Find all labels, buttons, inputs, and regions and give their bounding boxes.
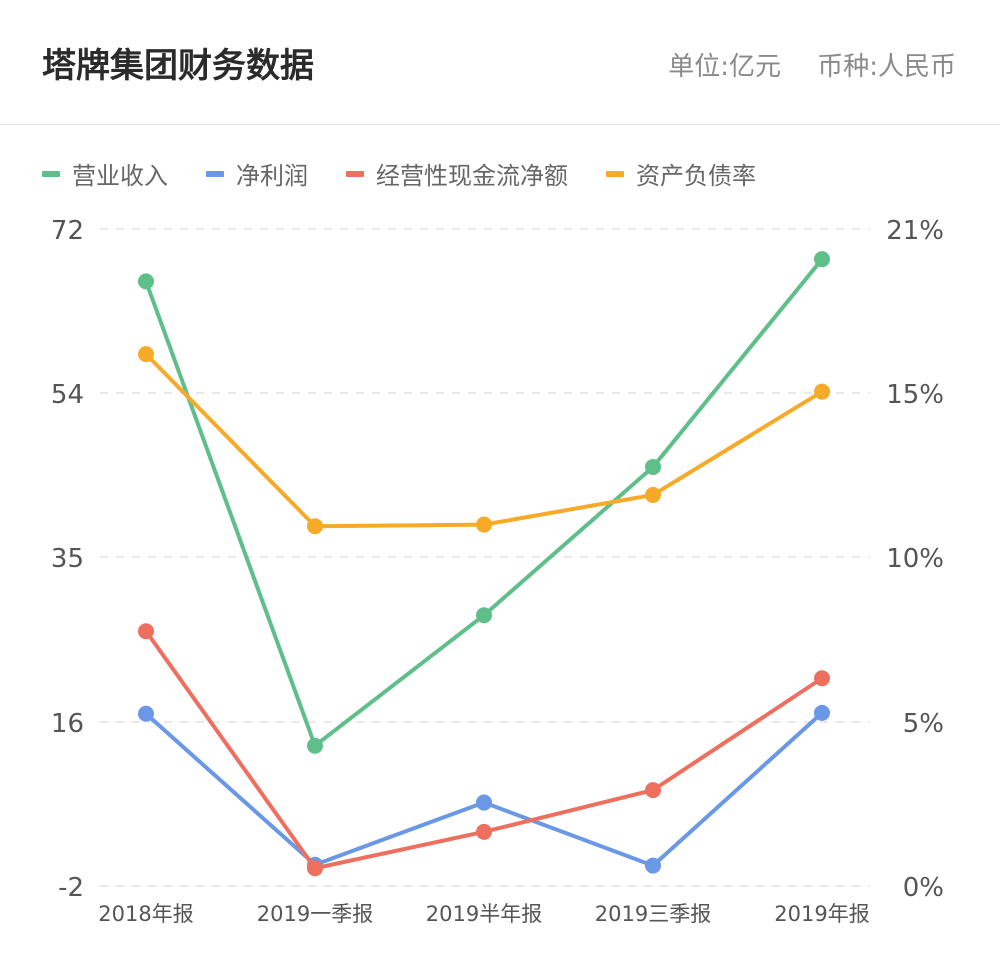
legend-label: 资产负债率 <box>636 162 756 190</box>
data-point <box>814 383 830 400</box>
data-point <box>138 273 154 290</box>
y-right-tick-label: 21% <box>886 216 944 246</box>
legend-swatch <box>606 170 624 177</box>
y-left-tick-label: 16 <box>51 709 84 739</box>
series-line <box>144 352 824 529</box>
chart-legend: 营业收入 净利润 经营性现金流净额 资产负债率 <box>42 156 794 191</box>
header: 塔牌集团财务数据 单位:亿元 币种:人民币 <box>0 0 1000 125</box>
series-line <box>144 257 824 748</box>
data-point <box>138 346 154 363</box>
data-point <box>645 857 661 874</box>
y-right-tick-label: 0% <box>903 873 944 903</box>
unit-label: 单位:亿元 <box>668 52 781 82</box>
y-right-tick-label: 15% <box>886 380 944 410</box>
y-left-tick-label: -2 <box>58 873 84 903</box>
data-point <box>814 670 830 687</box>
y-right-tick-label: 10% <box>886 544 944 574</box>
legend-item-debt-ratio[interactable]: 资产负债率 <box>606 156 756 191</box>
data-point <box>476 823 492 840</box>
y-left-tick-label: 54 <box>51 380 84 410</box>
x-tick-label: 2019三季报 <box>595 902 711 926</box>
legend-swatch <box>42 170 60 177</box>
data-point <box>645 782 661 799</box>
legend-item-revenue[interactable]: 营业收入 <box>42 156 168 191</box>
data-point <box>476 794 492 811</box>
y-left-tick-label: 72 <box>51 216 84 246</box>
legend-label: 净利润 <box>236 162 308 190</box>
data-point <box>645 458 661 475</box>
y-left-tick-label: 35 <box>51 544 84 574</box>
data-point <box>138 623 154 640</box>
data-point <box>476 607 492 624</box>
legend-item-cash-flow[interactable]: 经营性现金流净额 <box>346 156 568 191</box>
x-tick-label: 2019一季报 <box>257 902 373 926</box>
data-point <box>814 251 830 268</box>
data-point <box>138 705 154 722</box>
legend-swatch <box>346 170 364 177</box>
legend-label: 营业收入 <box>72 162 168 190</box>
x-tick-label: 2019年报 <box>774 902 869 926</box>
x-tick-label: 2018年报 <box>98 902 193 926</box>
unit-info: 单位:亿元 币种:人民币 <box>640 46 956 83</box>
data-point <box>307 737 323 754</box>
data-point <box>645 486 661 503</box>
x-tick-label: 2019半年报 <box>426 902 542 926</box>
series-line <box>144 711 824 868</box>
page-title: 塔牌集团财务数据 <box>42 46 314 86</box>
data-point <box>307 860 323 877</box>
currency-label: 币种:人民币 <box>817 52 956 82</box>
legend-swatch <box>206 170 224 177</box>
y-right-tick-label: 5% <box>903 709 944 739</box>
data-point <box>307 518 323 535</box>
legend-item-net-profit[interactable]: 净利润 <box>206 156 308 191</box>
data-point <box>476 516 492 533</box>
data-point <box>814 704 830 721</box>
legend-label: 经营性现金流净额 <box>376 162 568 190</box>
